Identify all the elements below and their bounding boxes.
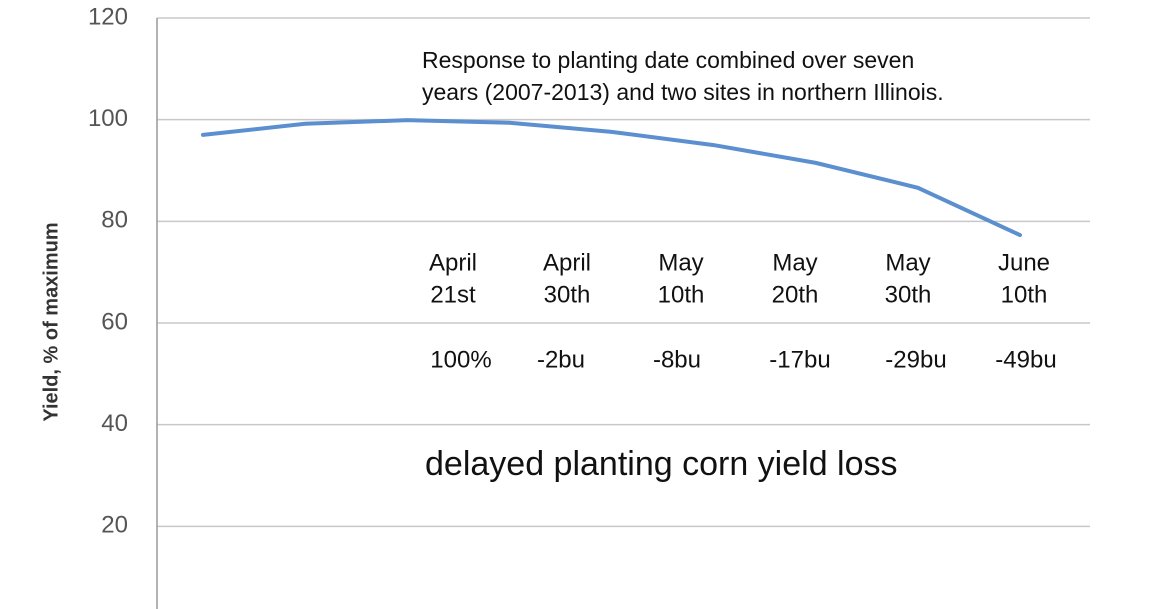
- date-label: June: [998, 249, 1050, 276]
- date-label: May: [658, 249, 703, 276]
- date-label: April: [543, 249, 591, 276]
- loss-label: -49bu: [995, 346, 1056, 373]
- loss-label: -17bu: [769, 346, 830, 373]
- loss-label: 100%: [430, 346, 491, 373]
- y-tick-label: 20: [101, 512, 128, 539]
- date-label: April: [429, 249, 477, 276]
- caption: delayed planting corn yield loss: [425, 445, 898, 483]
- data-line: [201, 118, 1022, 238]
- loss-label: -2bu: [537, 346, 585, 373]
- y-tick-label: 80: [101, 207, 128, 234]
- date-label: 30th: [544, 281, 591, 308]
- date-label: 30th: [885, 281, 932, 308]
- date-label: 21st: [430, 281, 476, 308]
- y-axis-label: Yield, % of maximum: [40, 222, 62, 421]
- date-label: 10th: [658, 281, 705, 308]
- y-tick-label: 100: [88, 105, 128, 132]
- y-tick-label: 120: [88, 3, 128, 30]
- date-label: 10th: [1001, 281, 1048, 308]
- note-text: years (2007-2013) and two sites in north…: [422, 79, 944, 105]
- date-label: 20th: [772, 281, 819, 308]
- loss-label: -8bu: [653, 346, 701, 373]
- loss-label: -29bu: [885, 346, 946, 373]
- date-label: May: [772, 249, 817, 276]
- date-label: May: [885, 249, 930, 276]
- y-tick-label: 40: [101, 410, 128, 437]
- note-text: Response to planting date combined over …: [422, 47, 914, 73]
- y-tick-label: 60: [101, 308, 128, 335]
